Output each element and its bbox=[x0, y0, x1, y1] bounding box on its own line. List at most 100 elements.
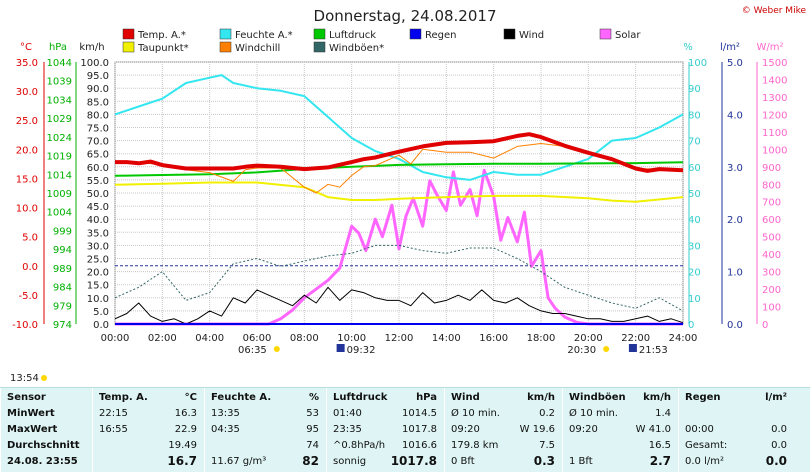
temp-axis-tick-label: -10.0 bbox=[12, 320, 38, 331]
pressure-unit-label: hPa bbox=[49, 42, 67, 53]
stats-header-cell: Sensor bbox=[7, 392, 46, 403]
stats-row: Durchschnitt bbox=[1, 438, 93, 453]
stats-header-cell: Windböen bbox=[569, 392, 626, 403]
stats-cell: MaxWert bbox=[7, 424, 58, 435]
stats-header-row: Sensor bbox=[1, 390, 93, 405]
temp-axis-tick-label: 15.0 bbox=[16, 174, 38, 185]
stats-cell: 24.08. 23:55 bbox=[7, 456, 78, 467]
solar-axis-tick-label: 400 bbox=[762, 250, 781, 261]
wind-axis-tick-label: 10.0 bbox=[87, 294, 109, 305]
time-axis-tick-label: 22:00 bbox=[621, 333, 650, 344]
temp-axis-tick-label: -5.0 bbox=[18, 291, 38, 302]
axis-units: °C hPa km/h% l/m² W/m² bbox=[20, 42, 784, 53]
pressure-axis-tick-label: 984 bbox=[53, 283, 72, 294]
stats-cell: 0.0 l/m² bbox=[685, 456, 724, 467]
stats-cell: 22:15 bbox=[99, 408, 128, 419]
time-axis-tick-label: 08:00 bbox=[290, 333, 319, 344]
wind-axis-tick-label: 25.0 bbox=[87, 255, 109, 266]
pressure-axis-tick-label: 989 bbox=[53, 264, 72, 275]
pressure-axis-tick-label: 1004 bbox=[47, 208, 72, 219]
stats-row: 179.8 km 7.5 bbox=[445, 438, 563, 453]
stats-row: Ø 10 min. 1.4 bbox=[563, 406, 679, 421]
wind-axis-tick-label: 20.0 bbox=[87, 268, 109, 279]
stats-header-cell: km/h bbox=[643, 392, 671, 403]
sunrise-time-label: 06:35 bbox=[238, 345, 267, 356]
wind-axis-tick-label: 95.0 bbox=[87, 71, 109, 82]
stats-column: Wind km/h Ø 10 min. 0.2 09:20 W 19.6 179.8 km 7… bbox=[444, 388, 563, 472]
wind-axis-tick-label: 5.0 bbox=[93, 307, 109, 318]
time-axis-tick-label: 16:00 bbox=[479, 333, 508, 344]
stats-header-row: Temp. A. °C bbox=[93, 390, 205, 405]
temp-axis-tick-label: 0.0 bbox=[22, 262, 38, 273]
legend-label-windchill: Windchill bbox=[235, 43, 280, 54]
stats-cell: 19.49 bbox=[168, 440, 197, 451]
stats-cell: 53 bbox=[306, 408, 319, 419]
solar-axis-tick-label: 500 bbox=[762, 233, 781, 244]
humidity-axis-tick-label: 80 bbox=[688, 110, 701, 121]
series-line bbox=[114, 181, 684, 203]
rain-axis-tick-label: 1.0 bbox=[727, 268, 743, 279]
rain-axis-tick-label: 3.0 bbox=[727, 163, 743, 174]
stats-row: MaxWert bbox=[1, 422, 93, 437]
solar-axis-tick-label: 1400 bbox=[762, 75, 787, 86]
humidity-axis-tick-label: 70 bbox=[688, 137, 701, 148]
stats-cell: 1016.6 bbox=[402, 440, 437, 451]
humidity-axis-tick-label: 50 bbox=[688, 189, 701, 200]
legend-swatch-regen bbox=[409, 28, 422, 40]
stats-cell: 09:20 bbox=[569, 424, 598, 435]
stats-cell: 1 Bft bbox=[569, 456, 593, 467]
solar-axis-tick-label: 1000 bbox=[762, 145, 787, 156]
stats-row: 04:35 95 bbox=[205, 422, 327, 437]
stats-header-row: Regen l/m² bbox=[679, 390, 795, 405]
humidity-axis-tick-label: 40 bbox=[688, 215, 701, 226]
stats-row: sonnig 1017.8 bbox=[327, 454, 445, 469]
stats-header-cell: °C bbox=[184, 392, 197, 403]
legend-swatch-wind bbox=[503, 28, 516, 40]
stats-cell: 13:35 bbox=[211, 408, 240, 419]
stats-cell: 0.3 bbox=[533, 454, 555, 468]
humidity-unit-label: % bbox=[683, 42, 693, 53]
stats-column: Luftdruck hPa 01:40 1014.5 23:35 1017.8 ^0.8hP… bbox=[326, 388, 445, 472]
rain-axis-tick-label: 4.0 bbox=[727, 110, 743, 121]
pressure-axis-tick-label: 979 bbox=[53, 301, 72, 312]
stats-cell: 16:55 bbox=[99, 424, 128, 435]
stats-cell: 179.8 km bbox=[451, 440, 499, 451]
stats-cell: 7.5 bbox=[539, 440, 555, 451]
stats-cell: Gesamt: bbox=[685, 440, 728, 451]
stats-cell: MinWert bbox=[7, 408, 55, 419]
stats-row: 0.0 l/m² 0.0 bbox=[679, 454, 795, 469]
rain-unit-label: l/m² bbox=[720, 42, 740, 53]
legend-swatch-taupunkt bbox=[122, 41, 135, 53]
stats-row: 13:35 53 bbox=[205, 406, 327, 421]
stats-cell: 1017.8 bbox=[402, 424, 437, 435]
wind-axis-tick-label: 15.0 bbox=[87, 281, 109, 292]
stats-header-row: Wind km/h bbox=[445, 390, 563, 405]
stats-header-cell: hPa bbox=[416, 392, 437, 403]
sun-icon bbox=[603, 346, 610, 352]
stats-row: 00:00 0.0 bbox=[679, 422, 795, 437]
wind-axis-tick-label: 75.0 bbox=[87, 124, 109, 135]
stats-row: 0 Bft 0.3 bbox=[445, 454, 563, 469]
time-axis-tick-label: 04:00 bbox=[195, 333, 224, 344]
solar-axis-tick-label: 900 bbox=[762, 163, 781, 174]
wind-axis-tick-label: 80.0 bbox=[87, 110, 109, 121]
stats-row: 23:35 1017.8 bbox=[327, 422, 445, 437]
legend-swatch-solar bbox=[599, 28, 612, 40]
time-axis-tick-label: 02:00 bbox=[148, 333, 177, 344]
temp-axis-tick-label: 25.0 bbox=[16, 116, 38, 127]
time-axis-tick-label: 14:00 bbox=[432, 333, 461, 344]
rain-axis-tick-label: 2.0 bbox=[727, 215, 743, 226]
time-axis-tick-label: 24:00 bbox=[669, 333, 698, 344]
time-axis-tick-label: 10:00 bbox=[337, 333, 366, 344]
stats-column: Regen l/m² 00:00 0.0 Gesamt: 0.0 0.0 l/m² 0.0 bbox=[678, 388, 795, 472]
stats-header-cell: l/m² bbox=[765, 392, 787, 403]
copyright-text: © Weber Mike bbox=[742, 6, 807, 16]
stats-cell: 0.0 bbox=[765, 454, 787, 468]
solar-unit-label: W/m² bbox=[756, 42, 783, 53]
axis-ticks: 35.0 30.0 25.0 20.0 15.0 10.0 5.0 0.0 -5.0 -10.0 1… bbox=[12, 58, 787, 344]
stats-cell: 1014.5 bbox=[402, 408, 437, 419]
series-line bbox=[114, 286, 684, 325]
series-layer bbox=[114, 74, 684, 326]
legend-label-luftdruck: Luftdruck bbox=[329, 30, 376, 41]
solar-axis-tick-label: 300 bbox=[762, 268, 781, 279]
